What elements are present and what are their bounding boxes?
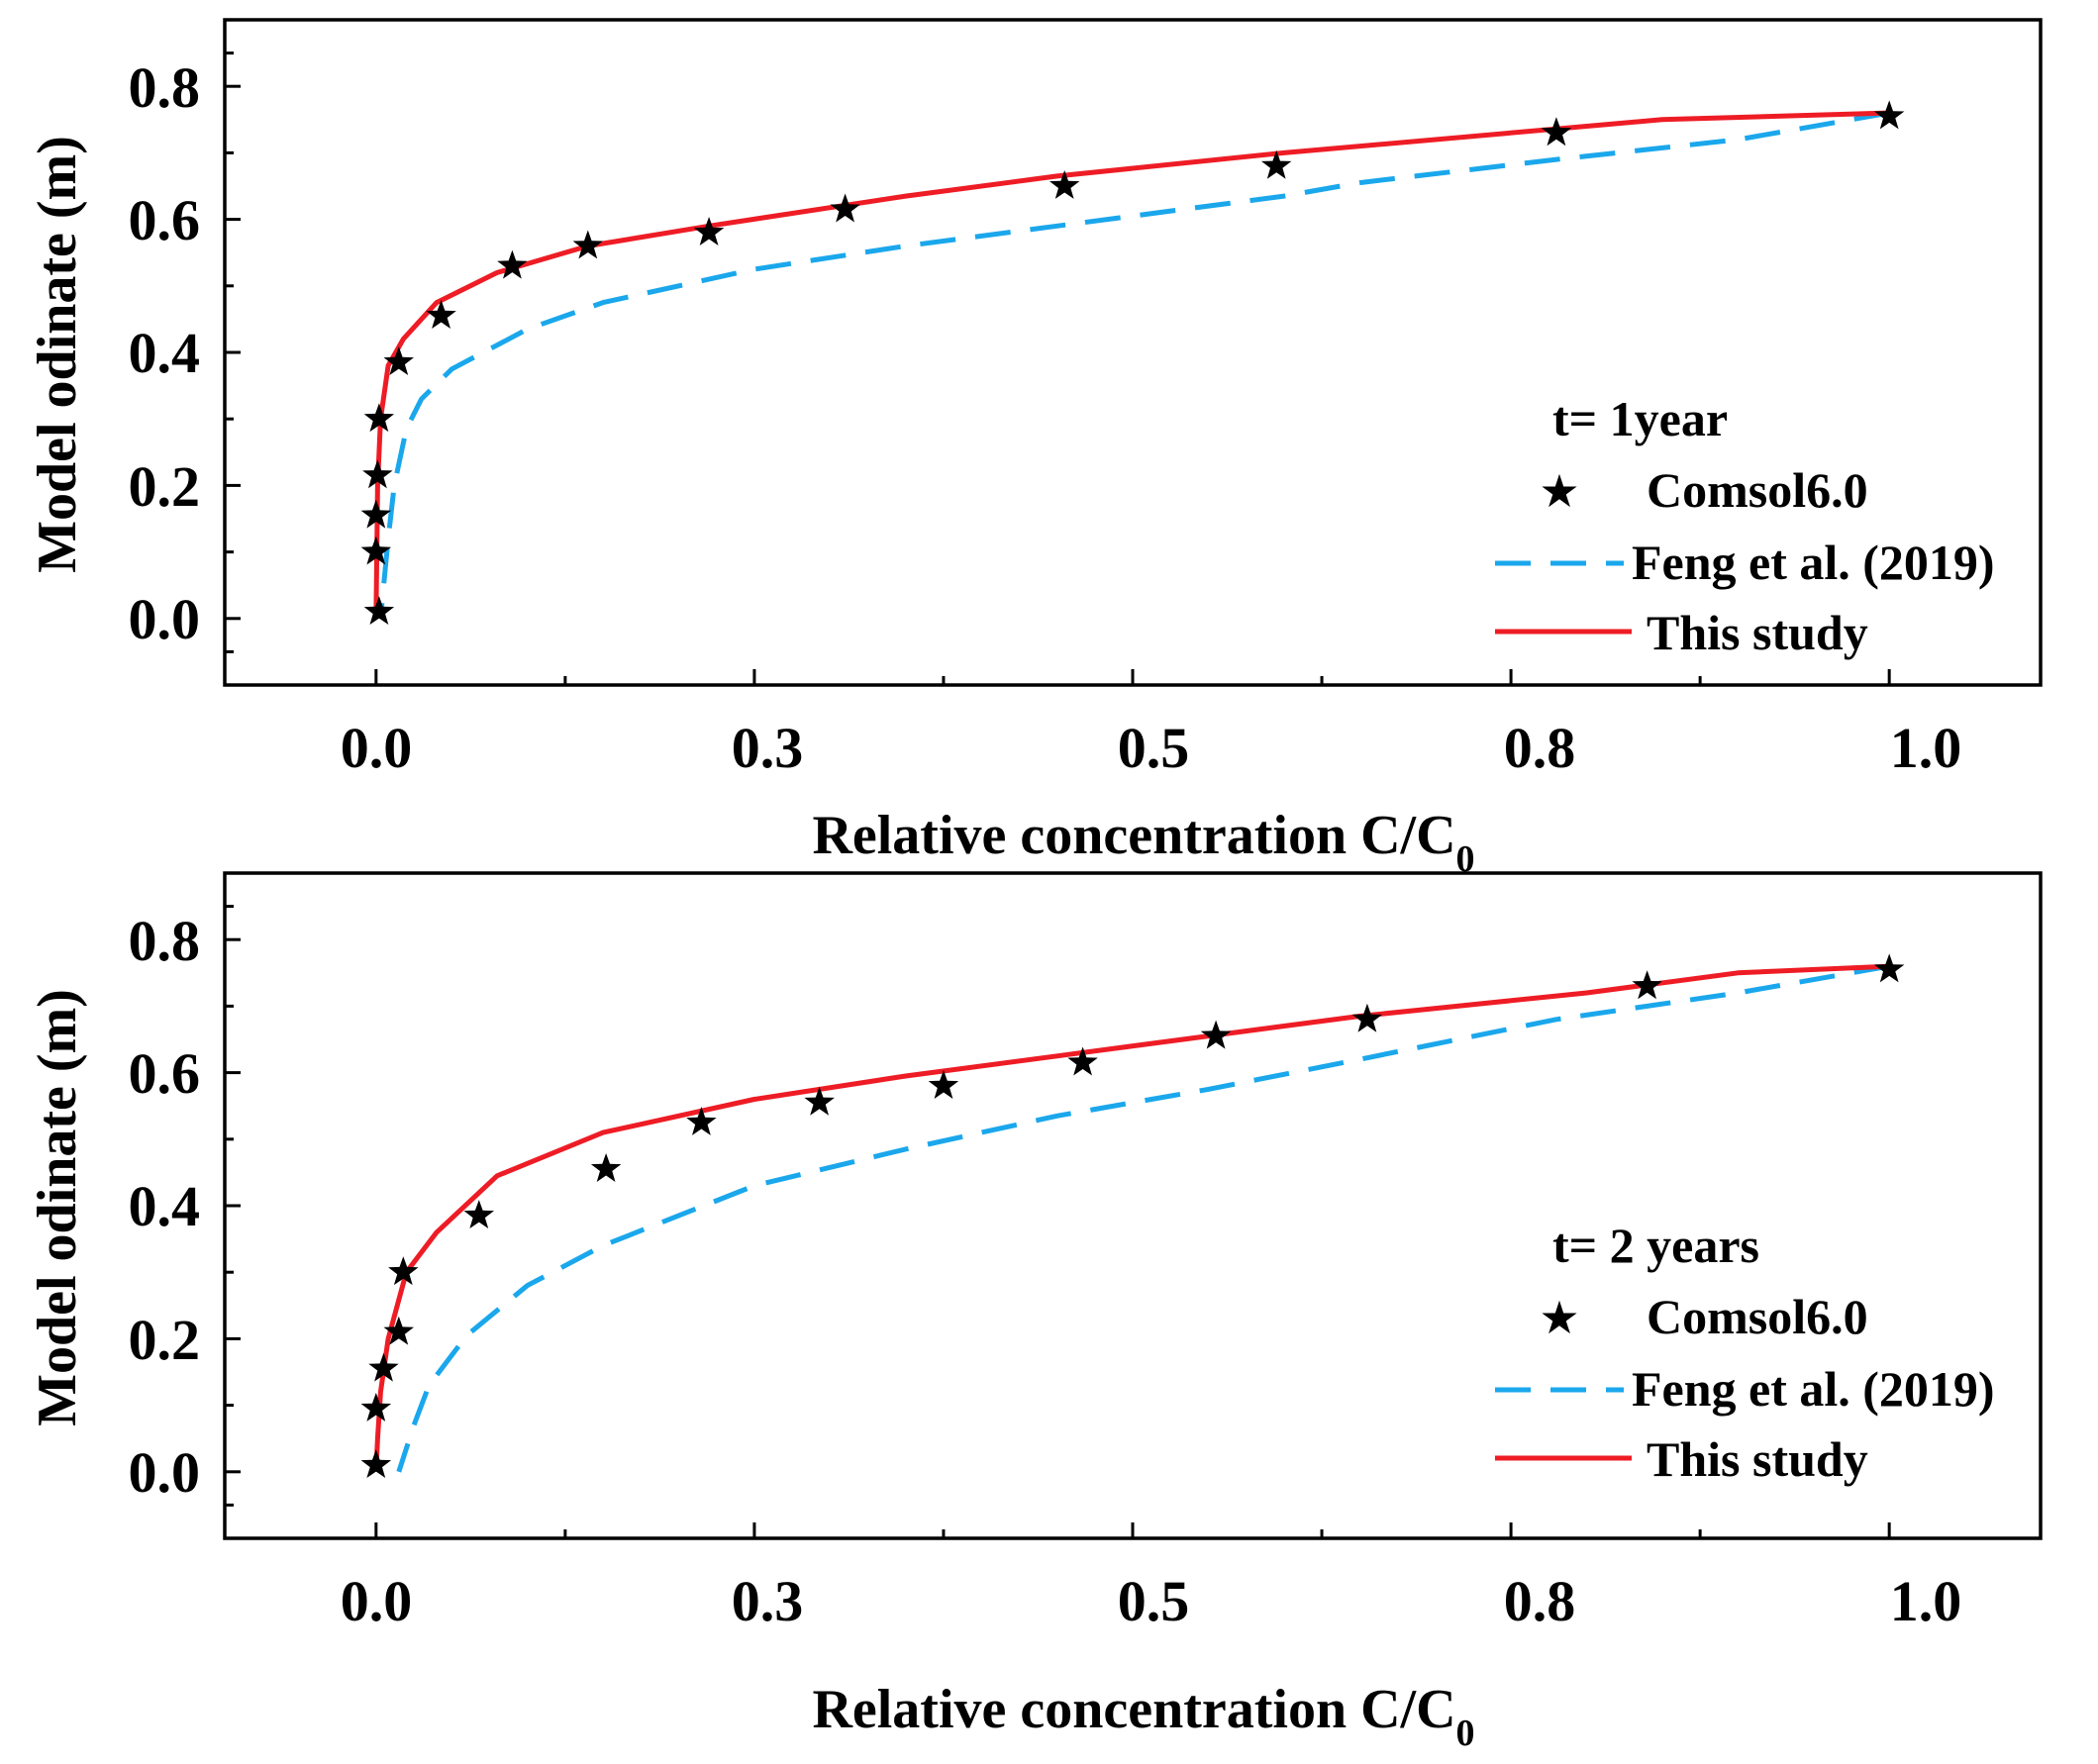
tick-layer xyxy=(225,905,1891,1538)
comsol-star-marker xyxy=(1067,1046,1098,1076)
y-tick-label: 0.6 xyxy=(129,1041,201,1106)
comsol-star-marker xyxy=(1873,100,1905,130)
comsol-star-marker xyxy=(572,230,603,259)
x-axis-title: Relative concentration C/C0 xyxy=(812,805,1474,880)
x-tick-label: 1.0 xyxy=(1890,716,1962,780)
comsol-star-marker xyxy=(693,217,725,245)
comsol-star-marker xyxy=(686,1107,717,1135)
y-axis-title: Model odinate (m) xyxy=(27,136,88,573)
x-tick-label: 0.8 xyxy=(1504,716,1576,780)
legend-label-feng: Feng et al. (2019) xyxy=(1632,1361,1995,1417)
comsol-star-marker xyxy=(363,596,395,625)
x-axis-title-subscript: 0 xyxy=(1456,838,1475,880)
x-tick-label: 0.3 xyxy=(732,1569,804,1633)
comsol-star-marker xyxy=(1541,117,1572,147)
comsol-star-marker xyxy=(363,403,395,433)
series-layer xyxy=(360,100,1905,625)
y-tick-label: 0.6 xyxy=(129,188,201,252)
series-layer xyxy=(360,953,1905,1478)
y-axis-title: Model odinate (m) xyxy=(27,989,88,1426)
y-tick-label: 0.2 xyxy=(129,454,201,519)
comsol-star-marker xyxy=(1632,970,1662,1000)
comsol-star-marker xyxy=(360,499,392,529)
y-tick-label: 0.0 xyxy=(129,1440,201,1505)
comsol-star-marker xyxy=(928,1070,959,1099)
legend-title: t= 1year xyxy=(1552,391,1728,446)
comsol-star-marker xyxy=(383,1316,414,1345)
comsol-star-marker xyxy=(1351,1003,1383,1032)
legend-star-icon: ★ xyxy=(1539,1291,1579,1344)
legend-label-feng: Feng et al. (2019) xyxy=(1632,535,1995,590)
x-tick-label: 0.5 xyxy=(1118,716,1190,780)
comsol-star-marker xyxy=(1049,170,1080,199)
x-axis-title-subscript: 0 xyxy=(1456,1713,1475,1754)
comsol-star-marker xyxy=(360,536,392,565)
comsol-star-marker xyxy=(590,1153,622,1182)
comsol-star-marker xyxy=(1261,149,1292,179)
comsol-star-marker xyxy=(368,1352,399,1382)
y-tick-label: 0.8 xyxy=(129,909,201,973)
series-line-feng-et-al-2019 xyxy=(396,963,1890,1473)
comsol-star-marker xyxy=(804,1086,835,1116)
comsol-star-marker xyxy=(1873,953,1905,983)
legend-label-this-study: This study xyxy=(1647,605,1868,660)
legend: t= 2 years ★ Comsol6.0 Feng et al. (2019… xyxy=(1495,1218,1995,1487)
x-tick-label: 0.5 xyxy=(1118,1569,1190,1633)
y-tick-label: 0.4 xyxy=(129,1174,201,1238)
x-tick-label: 0.3 xyxy=(732,716,804,780)
comsol-star-marker xyxy=(360,1449,392,1478)
x-axis-title-main: Relative concentration C/C xyxy=(812,1679,1455,1740)
legend-title: t= 2 years xyxy=(1552,1218,1759,1273)
comsol-star-marker xyxy=(383,346,414,375)
y-tick-label: 0.4 xyxy=(129,321,201,385)
x-tick-label: 1.0 xyxy=(1890,1569,1962,1633)
comsol-star-marker xyxy=(830,193,860,223)
x-tick-label: 0.0 xyxy=(341,1569,413,1633)
comsol-star-marker xyxy=(388,1256,419,1286)
y-tick-label: 0.2 xyxy=(129,1308,201,1372)
comsol-star-marker xyxy=(463,1200,494,1228)
legend: t= 1year ★ Comsol6.0 Feng et al. (2019) … xyxy=(1495,391,1995,660)
legend-label-this-study: This study xyxy=(1647,1431,1868,1487)
comsol-star-marker xyxy=(497,249,528,279)
x-axis-title-main: Relative concentration C/C xyxy=(812,805,1455,866)
x-tick-label: 0.8 xyxy=(1504,1569,1576,1633)
comsol-star-marker xyxy=(1200,1020,1232,1049)
legend-label-comsol: Comsol6.0 xyxy=(1647,462,1868,518)
y-tick-label: 0.8 xyxy=(129,55,201,120)
comsol-star-marker xyxy=(362,459,393,489)
legend-label-comsol: Comsol6.0 xyxy=(1647,1289,1868,1344)
legend-star-icon: ★ xyxy=(1539,464,1579,518)
chart-panel-bottom: 0.0 0.2 0.4 0.6 0.8 0.0 0.3 0.5 0.8 1.0 … xyxy=(27,871,2043,1754)
x-axis-title: Relative concentration C/C0 xyxy=(812,1679,1474,1754)
y-tick-label: 0.0 xyxy=(129,587,201,651)
x-tick-label: 0.0 xyxy=(341,716,413,780)
tick-layer xyxy=(225,51,1891,685)
chart-panel-top: 0.0 0.2 0.4 0.6 0.8 0.0 0.3 0.5 0.8 1.0 … xyxy=(27,18,2043,880)
series-line-feng-et-al-2019 xyxy=(377,110,1890,620)
comsol-star-marker xyxy=(360,1393,392,1421)
comsol-star-marker xyxy=(426,300,456,329)
series-line-this-study xyxy=(373,110,1890,619)
